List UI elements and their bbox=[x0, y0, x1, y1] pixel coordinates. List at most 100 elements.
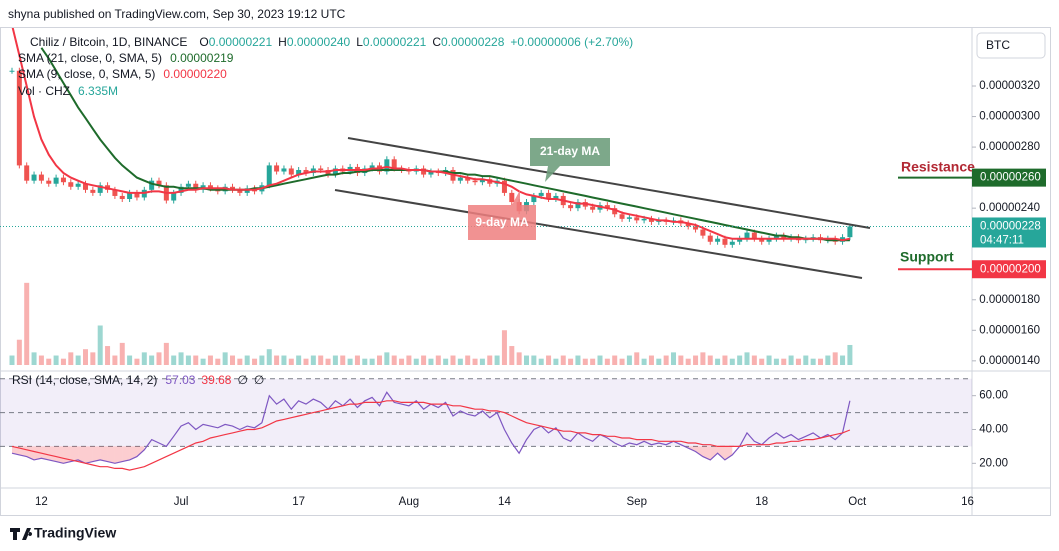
indicator-name: SMA (9, close, 0, SMA, 5) bbox=[18, 67, 155, 81]
candle bbox=[847, 226, 853, 238]
volume-bar bbox=[531, 355, 537, 365]
candle bbox=[509, 192, 515, 203]
y-tick-label: 0.00000320 bbox=[979, 80, 1040, 92]
volume-bar bbox=[795, 358, 801, 365]
rsi-ma-line bbox=[11, 400, 851, 471]
volume-bar bbox=[707, 355, 713, 365]
volume-bar bbox=[568, 358, 574, 365]
volume-bar bbox=[60, 358, 66, 365]
rsi-oversold-fill bbox=[717, 446, 725, 460]
volume-bar bbox=[296, 355, 302, 365]
symbol: Chiliz / Bitcoin, 1D, BINANCE bbox=[30, 35, 187, 49]
legend-sma21: SMA (21, close, 0, SMA, 5) 0.00000219 bbox=[18, 51, 234, 65]
ohlc-value: 0.00000221 bbox=[363, 35, 427, 49]
candle bbox=[766, 238, 772, 242]
candle bbox=[207, 185, 213, 189]
volume-bar bbox=[641, 358, 647, 365]
candle bbox=[281, 168, 287, 172]
rsi-tick-label: 60.00 bbox=[979, 390, 1008, 402]
candle bbox=[722, 238, 728, 245]
candle bbox=[546, 192, 552, 199]
volume-bar bbox=[377, 355, 382, 365]
volume-bar bbox=[83, 349, 88, 365]
candle bbox=[685, 223, 691, 227]
candle bbox=[83, 183, 88, 190]
candle bbox=[266, 165, 272, 186]
volume-bar bbox=[751, 355, 757, 365]
rsi-extra: ∅ bbox=[254, 373, 264, 387]
volume-bar bbox=[127, 355, 133, 365]
candle bbox=[707, 235, 713, 242]
volume-bar bbox=[171, 355, 177, 365]
volume-bar bbox=[450, 355, 456, 365]
volume-bar bbox=[788, 355, 794, 365]
y-tick-label: 0.00000280 bbox=[979, 141, 1040, 153]
candle bbox=[729, 241, 735, 245]
y-tick-label: 0.00000140 bbox=[979, 355, 1040, 367]
x-tick-label: Sep bbox=[627, 496, 647, 508]
price-level-box bbox=[972, 168, 1046, 187]
candle bbox=[24, 165, 30, 181]
volume-bar bbox=[553, 358, 559, 365]
ma21-label: 21-day MA bbox=[540, 144, 600, 158]
volume-bar bbox=[560, 355, 566, 365]
volume-bar bbox=[310, 355, 316, 365]
candle bbox=[9, 70, 15, 72]
candle bbox=[97, 185, 103, 193]
volume-bar bbox=[487, 355, 493, 365]
candle bbox=[296, 169, 302, 175]
volume-bar bbox=[134, 358, 140, 365]
rsi-oversold-fill bbox=[136, 446, 145, 457]
rsi-oversold-fill bbox=[85, 446, 93, 464]
volume-bar bbox=[318, 355, 324, 365]
candle bbox=[604, 205, 610, 209]
candle bbox=[38, 174, 44, 181]
volume-bar bbox=[347, 358, 353, 365]
candle bbox=[60, 177, 66, 183]
channel-upper bbox=[347, 137, 871, 229]
currency-label[interactable]: BTC bbox=[986, 38, 1010, 52]
volume-bar bbox=[230, 355, 235, 365]
volume-bar bbox=[428, 358, 434, 365]
volume-bar bbox=[612, 355, 618, 365]
ohlc-value: 0.00000240 bbox=[287, 35, 351, 49]
rsi-pane bbox=[0, 378, 972, 471]
candle bbox=[472, 180, 478, 183]
volume-bar bbox=[362, 358, 368, 365]
volume-bar bbox=[303, 358, 309, 365]
volume-bar bbox=[524, 355, 529, 365]
volume-bar bbox=[421, 355, 427, 365]
volume-bar bbox=[252, 358, 258, 365]
volume-bar bbox=[626, 355, 632, 365]
rsi-tick-label: 40.00 bbox=[979, 424, 1008, 436]
volume-bar bbox=[105, 346, 111, 365]
channel-lower bbox=[334, 189, 863, 279]
volume-bar bbox=[200, 358, 206, 365]
volume-bar bbox=[597, 355, 603, 365]
volume-bar bbox=[16, 339, 22, 365]
volume-bar bbox=[810, 358, 816, 365]
candle bbox=[384, 159, 390, 172]
candle bbox=[553, 195, 559, 199]
change: +0.00000006 (+2.70%) bbox=[510, 35, 633, 49]
ohlc-key: L bbox=[356, 35, 363, 49]
candle bbox=[626, 217, 632, 219]
volume-bar bbox=[391, 355, 397, 365]
currency-button[interactable] bbox=[976, 32, 1046, 59]
candle bbox=[369, 165, 375, 169]
candle bbox=[46, 180, 52, 184]
ohlc-key: H bbox=[278, 35, 287, 49]
brand: TradingView bbox=[34, 525, 116, 541]
rsi-oversold-fill bbox=[695, 446, 703, 457]
indicator-value: 0.00000219 bbox=[170, 51, 234, 65]
indicator-value: 6.335M bbox=[78, 84, 118, 98]
rsi-oversold-fill bbox=[122, 446, 130, 462]
candle bbox=[230, 186, 235, 190]
volume-bar bbox=[332, 355, 338, 365]
rsi-oversold-fill bbox=[56, 446, 64, 464]
candle bbox=[31, 174, 37, 181]
ma9-callout bbox=[468, 190, 536, 240]
volume-bar bbox=[685, 358, 691, 365]
candle bbox=[421, 168, 427, 175]
x-tick-label: 18 bbox=[755, 496, 768, 508]
